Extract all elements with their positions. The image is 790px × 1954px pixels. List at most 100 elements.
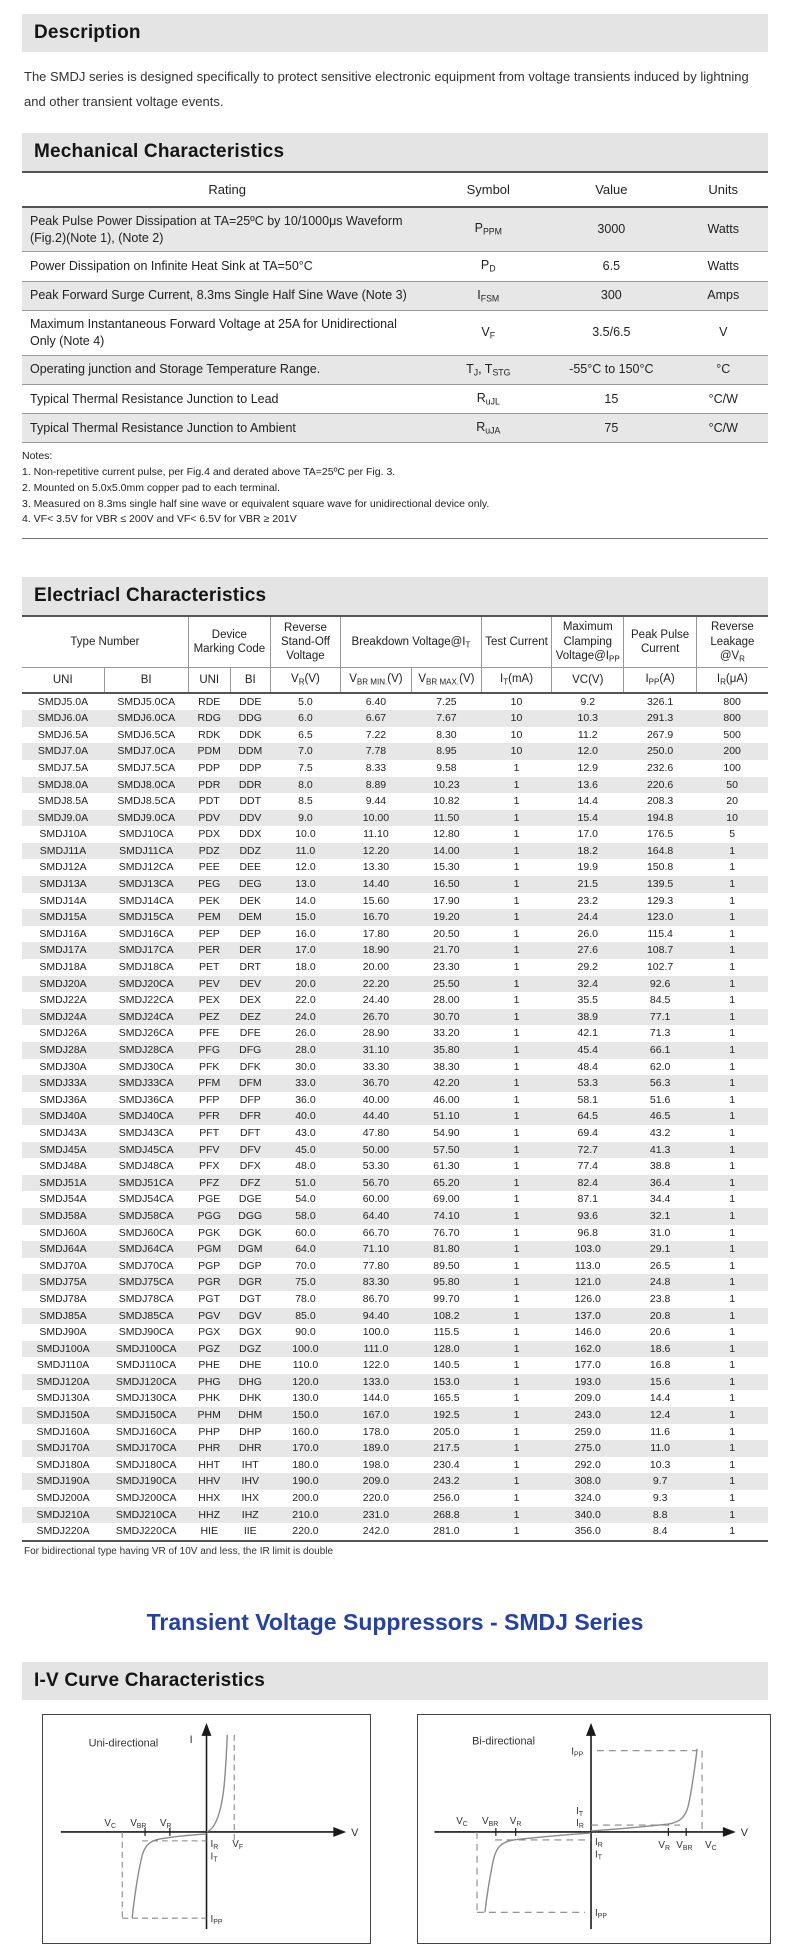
electrical-cell: 17.0	[577, 828, 598, 841]
electrical-cell: DDV	[239, 811, 262, 824]
electrical-cell: 18.6	[649, 1342, 671, 1355]
electrical-cell: 10.0	[295, 828, 316, 841]
electrical-cell: 14.40	[362, 878, 390, 891]
electrical-cell: 60.0	[295, 1226, 316, 1239]
electrical-cell: SMDJ75A	[39, 1276, 87, 1289]
electrical-cell: 800	[723, 712, 741, 725]
electrical-cell: 62.0	[649, 1060, 671, 1073]
electrical-cell: 31.10	[362, 1044, 390, 1056]
electrical-cell: SMDJ10CA	[118, 828, 174, 841]
bi-ir-upper-label: IR	[576, 1818, 584, 1830]
electrical-cell: 1	[729, 944, 736, 957]
electrical-cell: 267.9	[646, 728, 674, 741]
electrical-cell: SMDJ58CA	[118, 1209, 174, 1222]
electrical-cell: 1	[513, 1243, 520, 1256]
electrical-cell: 1	[513, 1342, 520, 1355]
electrical-cell: 12.9	[577, 761, 598, 774]
electrical-cell: IHZ	[241, 1508, 259, 1521]
electrical-cell: 150.0	[292, 1409, 319, 1422]
electrical-cell: SMDJ51A	[39, 1176, 87, 1189]
electrical-cell: SMDJ6.0A	[37, 712, 89, 725]
electrical-cell: 1	[513, 778, 520, 791]
electrical-cell: 1	[729, 844, 736, 857]
electrical-cell: 82.4	[577, 1176, 598, 1189]
electrical-cell: 23.30	[433, 961, 460, 974]
electrical-cell: 14.4	[649, 1392, 671, 1405]
electrical-cell: 74.10	[433, 1209, 460, 1222]
electrical-cell: PGE	[198, 1193, 221, 1206]
electrical-cell: 71.3	[649, 1027, 671, 1040]
electrical-cell: 85.0	[295, 1309, 316, 1322]
electrical-table-row: SMDJ45A SMDJ45CA PFV DFV 45.0 50.00 57.50 1 72.7…	[22, 1141, 768, 1159]
electrical-cell: 1	[729, 1010, 736, 1023]
electrical-cell: 77.80	[362, 1259, 390, 1272]
electrical-cell: 18.0	[295, 961, 316, 974]
electrical-cell: 84.5	[649, 994, 671, 1007]
electrical-cell: 6.5	[298, 728, 313, 741]
electrical-cell: PEX	[198, 994, 220, 1007]
electrical-cell: 16.50	[433, 878, 460, 891]
electrical-cell: 90.0	[295, 1326, 316, 1339]
electrical-cell: 46.5	[649, 1110, 671, 1123]
electrical-cell: 8.4	[652, 1525, 668, 1538]
uni-title-label: Uni-directional	[89, 1738, 159, 1750]
electrical-cell: 243.2	[433, 1475, 460, 1488]
electrical-cell: 70.0	[295, 1259, 316, 1272]
electrical-table-row: SMDJ5.0A SMDJ5.0CA RDE DDE 5.0 6.40 7.25 10 9.2 3…	[22, 693, 768, 711]
electrical-cell: 1	[513, 1276, 520, 1289]
electrical-cell: 1	[513, 1077, 520, 1090]
electrical-cell: 1	[729, 1292, 736, 1305]
electrical-cell: 1	[729, 961, 736, 974]
electrical-cell: DFR	[239, 1110, 262, 1123]
electrical-cell: DGV	[238, 1309, 262, 1322]
electrical-cell: 66.70	[362, 1226, 390, 1239]
electrical-cell: SMDJ20A	[39, 977, 87, 990]
uni-it-label: IT	[210, 1852, 218, 1864]
mechanical-rating-cell: Typical Thermal Resistance Junction to L…	[22, 384, 433, 415]
electrical-cell: PGX	[198, 1326, 221, 1339]
mechanical-rating-cell: Power Dissipation on Infinite Heat Sink …	[22, 251, 433, 282]
mechanical-rating-cell: Maximum Instantaneous Forward Voltage at…	[22, 310, 433, 356]
electrical-cell: RDK	[198, 728, 221, 741]
electrical-cell: IIE	[243, 1525, 257, 1538]
electrical-cell: 5.0	[298, 695, 313, 708]
electrical-table-row: SMDJ13A SMDJ13CA PEG DEG 13.0 14.40 16.50 1 21.5…	[22, 876, 768, 893]
bi-ir-lower-label: IR	[595, 1837, 603, 1849]
electrical-cell: 45.4	[577, 1044, 598, 1056]
electrical-cell: DDM	[238, 745, 263, 758]
electrical-cell: 8.8	[652, 1508, 668, 1521]
electrical-cell: RDE	[198, 695, 221, 708]
mechanical-value-cell: 300	[544, 281, 679, 311]
electrical-cell: 153.0	[433, 1375, 460, 1388]
electrical-table-row: SMDJ51A SMDJ51CA PFZ DFZ 51.0 56.70 65.20 1 82.4…	[22, 1174, 768, 1192]
electrical-cell: 220.0	[292, 1525, 319, 1538]
electrical-cell: 50.00	[362, 1143, 390, 1156]
electrical-cell: 1	[729, 861, 736, 874]
electrical-cell: 20.8	[649, 1309, 671, 1322]
electrical-table-row: SMDJ180A SMDJ180CA HHT IHT 180.0 198.0 230.4 1 2…	[22, 1457, 768, 1474]
electrical-cell: PGR	[197, 1276, 221, 1289]
electrical-cell: 34.4	[649, 1193, 671, 1206]
electrical-cell: SMDJ8.5CA	[117, 795, 176, 808]
electrical-cell: SMDJ13CA	[118, 878, 174, 891]
electrical-cell: 69.00	[433, 1193, 460, 1206]
electrical-cell: 243.0	[574, 1409, 601, 1422]
electrical-cell: 53.3	[577, 1077, 598, 1090]
electrical-cell: SMDJ6.5A	[37, 728, 89, 741]
electrical-cell: DFM	[238, 1077, 262, 1090]
electrical-cell: 9.2	[580, 695, 596, 708]
mechanical-header-row: Rating Symbol Value Units	[22, 171, 768, 208]
electrical-cell: 20.6	[649, 1326, 671, 1339]
electrical-cell: 54.0	[295, 1193, 316, 1206]
electrical-cell: 61.30	[433, 1160, 460, 1173]
electrical-cell: 24.4	[577, 911, 598, 924]
electrical-table-row: SMDJ20A SMDJ20CA PEV DEV 20.0 22.20 25.50 1 32.4…	[22, 975, 768, 993]
electrical-cell: 13.0	[295, 878, 316, 891]
electrical-cell: 217.5	[433, 1442, 460, 1455]
column-header-symbol: Symbol	[432, 171, 545, 208]
electrical-cell: 29.1	[649, 1243, 671, 1256]
electrical-cell: DFT	[240, 1126, 261, 1139]
electrical-cell: 140.5	[433, 1359, 460, 1372]
electrical-cell: 190.0	[292, 1475, 319, 1488]
electrical-cell: DFX	[239, 1160, 261, 1173]
